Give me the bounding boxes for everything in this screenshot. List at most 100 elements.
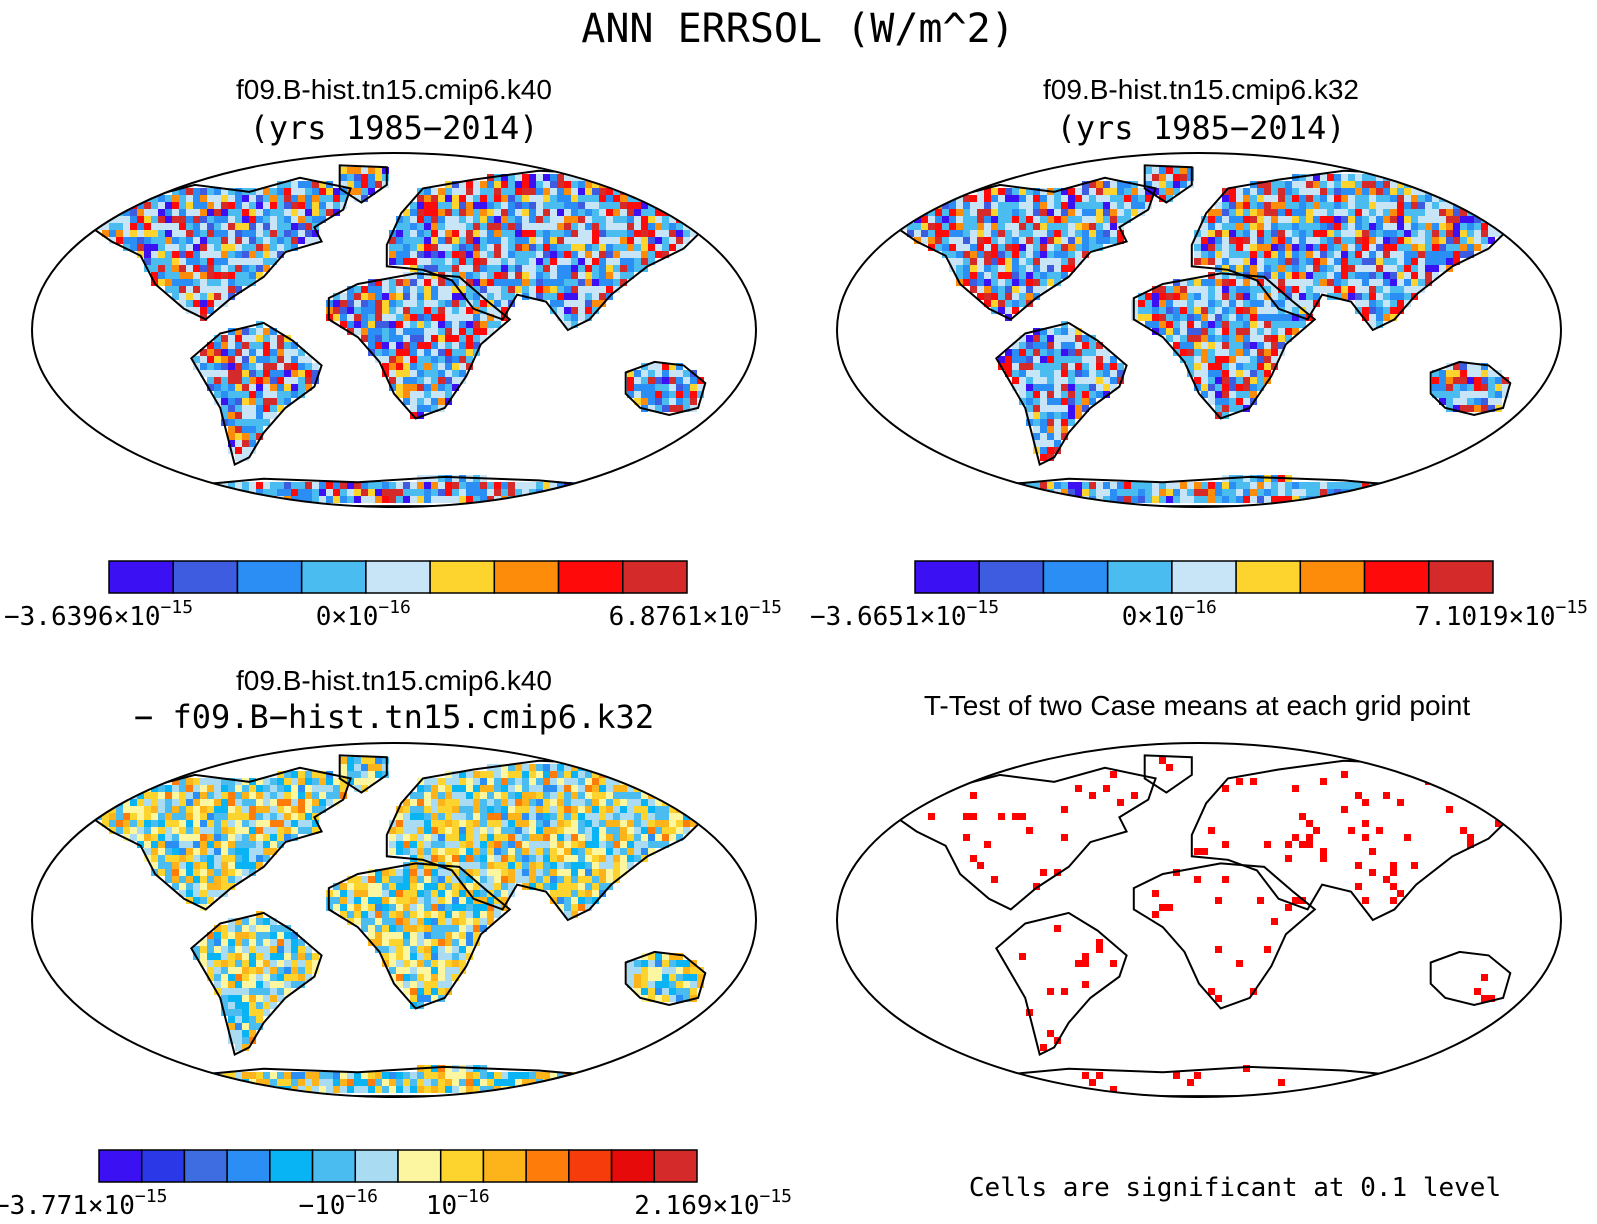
map-cell <box>998 489 1005 496</box>
map-cell <box>606 279 613 286</box>
panel-case2-colorbar: −3.6651×10−15 0×10−16 7.1019×10−15 <box>810 560 1588 632</box>
map-cell <box>1026 335 1033 342</box>
map-cell <box>578 209 585 216</box>
coastline-south-america <box>995 321 1128 466</box>
map-cell <box>354 757 361 764</box>
map-cell <box>529 496 536 503</box>
map-cell <box>1012 279 1019 286</box>
map-cell <box>1481 405 1488 412</box>
map-cell <box>585 862 592 869</box>
coastline-africa <box>327 272 512 420</box>
map-cell <box>1103 496 1110 503</box>
map-cell <box>270 251 277 258</box>
map-cell <box>1208 230 1215 237</box>
map-cell <box>1131 209 1138 216</box>
map-cell <box>361 167 368 174</box>
map-cell <box>263 778 270 785</box>
map-cell <box>235 813 242 820</box>
map-cell <box>396 370 403 377</box>
map-cell <box>571 321 578 328</box>
map-cell <box>445 496 452 503</box>
map-cell <box>221 188 228 195</box>
map-cell <box>221 827 228 834</box>
map-cell <box>179 827 186 834</box>
map-cell <box>1061 209 1068 216</box>
map-cell <box>1397 496 1404 503</box>
map-cell <box>1082 342 1089 349</box>
map-cell <box>249 918 256 925</box>
map-cell <box>1271 272 1278 279</box>
map-cell <box>998 251 1005 258</box>
map-cell <box>536 272 543 279</box>
map-cell <box>403 342 410 349</box>
map-cell <box>655 778 662 785</box>
map-cell <box>207 237 214 244</box>
map-cell <box>634 209 641 216</box>
map-cell <box>396 876 403 883</box>
map-cell <box>557 792 564 799</box>
map-cell <box>1068 335 1075 342</box>
map-cell <box>1404 174 1411 181</box>
map-cell <box>970 216 977 223</box>
map-cell <box>1075 405 1082 412</box>
map-cell <box>1019 342 1026 349</box>
map-cell <box>326 799 333 806</box>
map-cell <box>1439 398 1446 405</box>
map-cell <box>1026 202 1033 209</box>
map-cell <box>1404 230 1411 237</box>
map-cell <box>1411 230 1418 237</box>
map-cell <box>620 244 627 251</box>
map-cell <box>326 482 333 489</box>
map-cell <box>1243 251 1250 258</box>
map-cell <box>1229 342 1236 349</box>
map-cell <box>571 230 578 237</box>
map-cell <box>627 771 634 778</box>
map-cell <box>1250 230 1257 237</box>
map-cell <box>494 195 501 202</box>
map-cell <box>109 223 116 230</box>
map-cell <box>417 848 424 855</box>
map-cell <box>984 230 991 237</box>
map-cell <box>1138 195 1145 202</box>
map-cell <box>494 841 501 848</box>
map-cell <box>1299 174 1306 181</box>
map-cell <box>1229 244 1236 251</box>
map-cell <box>1145 195 1152 202</box>
map-cell <box>543 855 550 862</box>
map-cell <box>529 820 536 827</box>
map-cell <box>263 855 270 862</box>
map-cell <box>564 904 571 911</box>
map-cell <box>361 757 368 764</box>
map-cell <box>298 377 305 384</box>
map-cell <box>193 237 200 244</box>
map-cell <box>494 244 501 251</box>
map-cell <box>473 195 480 202</box>
map-cell <box>1089 216 1096 223</box>
map-cell <box>1432 251 1439 258</box>
map-cell <box>543 841 550 848</box>
map-cell <box>655 237 662 244</box>
map-cell <box>655 216 662 223</box>
map-cell <box>1061 482 1068 489</box>
map-cell <box>634 771 641 778</box>
map-cell <box>501 195 508 202</box>
map-cell <box>1061 251 1068 258</box>
map-cell <box>613 764 620 771</box>
map-cell <box>312 792 319 799</box>
map-cell <box>1474 363 1481 370</box>
map-cell <box>550 792 557 799</box>
map-cell <box>1201 335 1208 342</box>
map-cell <box>529 209 536 216</box>
map-cell <box>1019 489 1026 496</box>
map-cell <box>1229 216 1236 223</box>
map-cell <box>179 251 186 258</box>
map-cell <box>1047 349 1054 356</box>
map-cell <box>1215 482 1222 489</box>
map-cell <box>1397 258 1404 265</box>
map-cell <box>1285 209 1292 216</box>
map-cell <box>571 834 578 841</box>
map-cell <box>445 869 452 876</box>
map-cell <box>1215 349 1222 356</box>
colorbar-swatch <box>108 560 174 594</box>
map-cell <box>487 321 494 328</box>
